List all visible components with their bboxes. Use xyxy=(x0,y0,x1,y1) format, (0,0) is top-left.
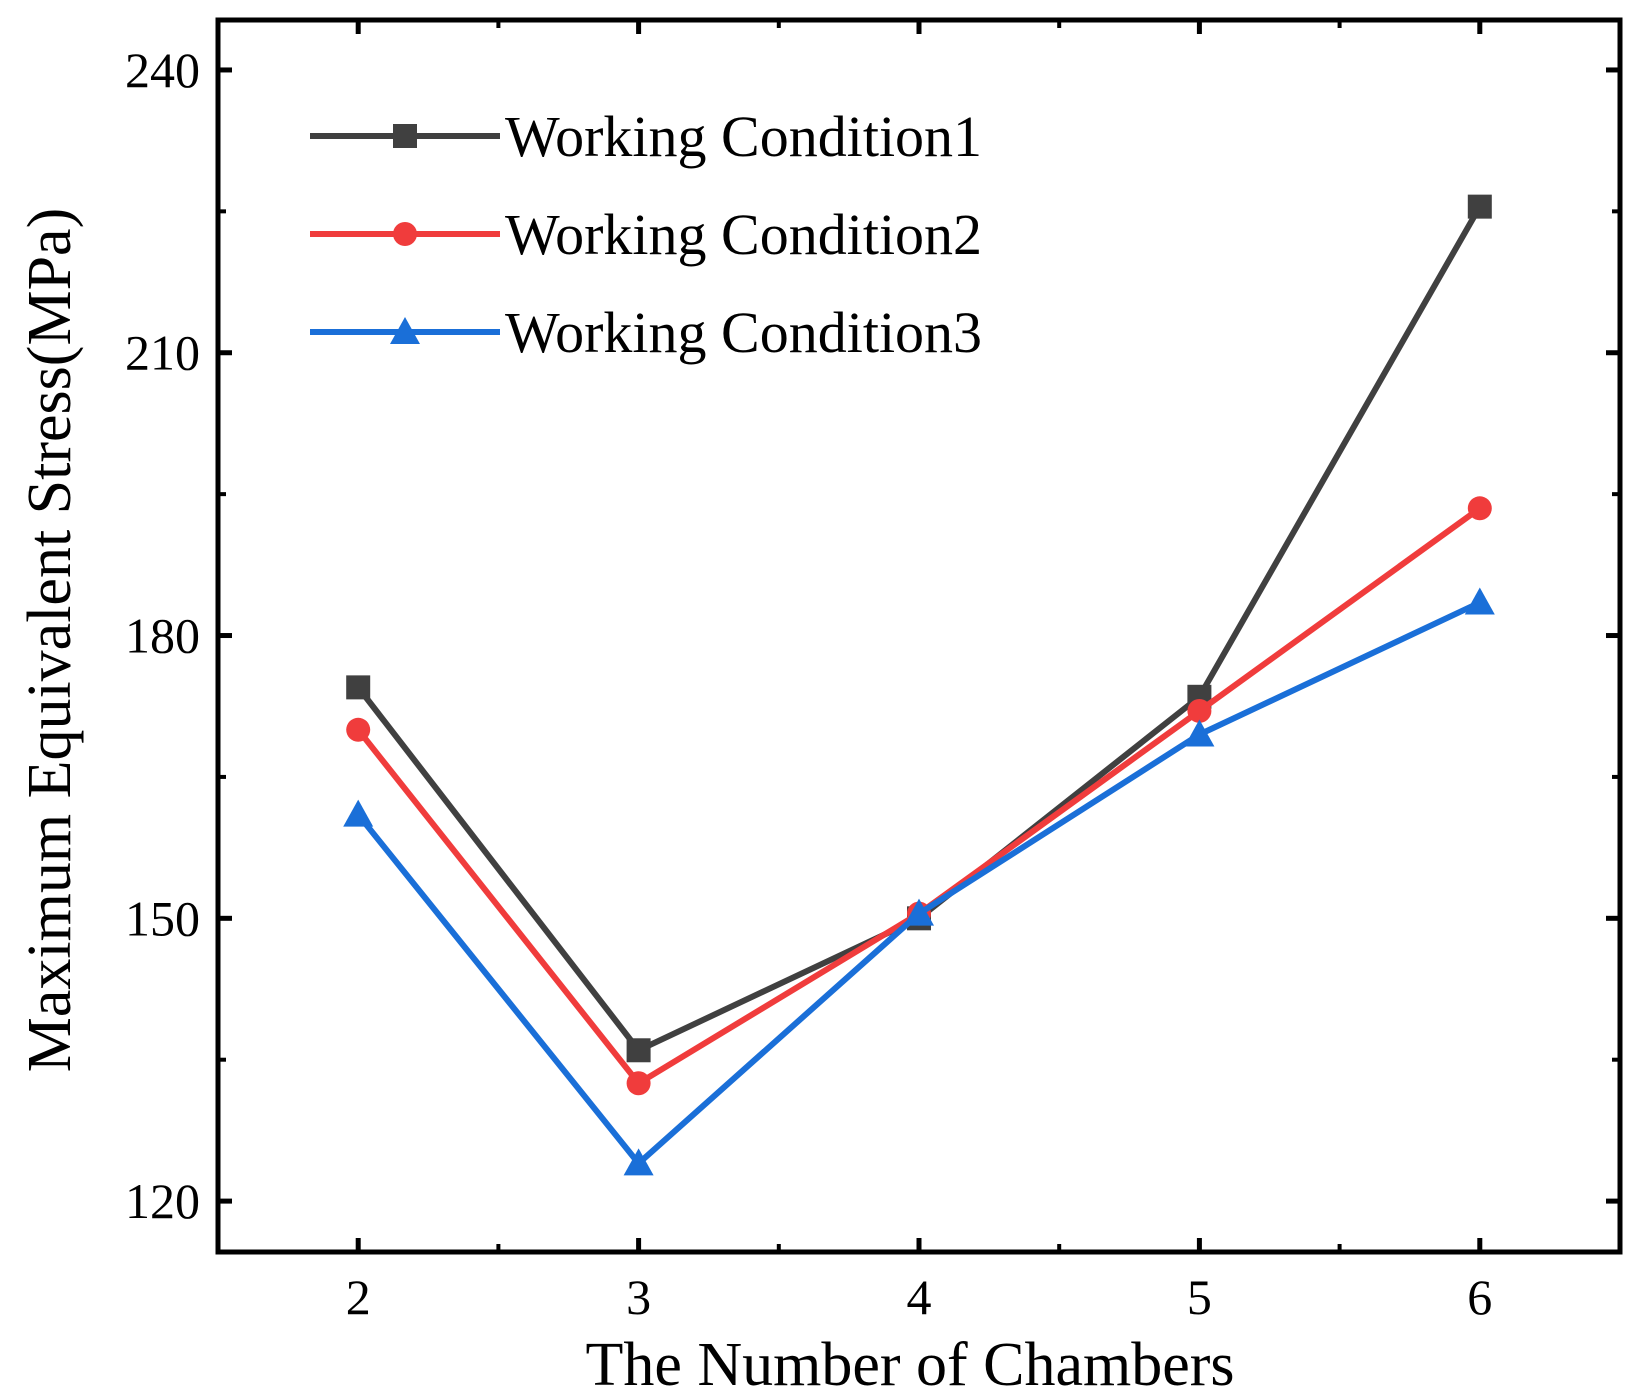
legend-marker-3 xyxy=(390,317,420,344)
legend-item-3: Working Condition3 xyxy=(310,300,982,365)
legend-item-1: Working Condition1 xyxy=(310,104,982,169)
y-tick-label: 210 xyxy=(125,325,200,381)
legend-marker-1 xyxy=(393,124,417,148)
series-3 xyxy=(343,587,1495,1176)
x-tick-label: 2 xyxy=(346,1269,371,1325)
series-layer xyxy=(343,194,1495,1176)
x-tick-label: 6 xyxy=(1467,1269,1492,1325)
series-2 xyxy=(346,496,1492,1096)
data-point-3-1 xyxy=(343,799,374,827)
ticks-layer: 2 3 4 5 6 120 150 180 210 240 xyxy=(125,20,1620,1325)
x-tick-label: 4 xyxy=(907,1269,932,1325)
x-tick-label: 5 xyxy=(1187,1269,1212,1325)
y-tick-label: 240 xyxy=(125,42,200,98)
data-point-1-1 xyxy=(346,675,371,700)
legend-label-3: Working Condition3 xyxy=(505,300,982,365)
y-tick-label: 150 xyxy=(125,890,200,946)
series-line-3 xyxy=(355,599,1482,1167)
legend: Working Condition1 Working Condition2 Work… xyxy=(310,104,982,365)
data-point-2-2 xyxy=(626,1071,651,1096)
data-point-1-2 xyxy=(626,1038,651,1063)
legend-marker-2 xyxy=(393,222,417,246)
data-point-2-5 xyxy=(1467,496,1492,521)
x-tick-label: 3 xyxy=(626,1269,651,1325)
data-point-1-5 xyxy=(1467,194,1492,219)
y-axis-title: Maximum Equivalent Stress(MPa) xyxy=(16,208,84,1072)
data-point-2-4 xyxy=(1187,698,1212,723)
y-tick-label: 120 xyxy=(125,1173,200,1229)
legend-label-2: Working Condition2 xyxy=(505,202,982,267)
data-point-3-5 xyxy=(1464,587,1495,615)
legend-label-1: Working Condition1 xyxy=(505,104,982,169)
y-tick-label: 180 xyxy=(125,608,200,664)
data-point-2-1 xyxy=(346,717,371,742)
data-point-3-4 xyxy=(1184,719,1215,747)
data-point-3-3 xyxy=(904,898,934,926)
legend-item-2: Working Condition2 xyxy=(310,202,982,267)
series-line-2 xyxy=(355,505,1482,1087)
data-point-3-2 xyxy=(623,1148,654,1176)
x-axis-title: The Number of Chambers xyxy=(585,1331,1234,1399)
